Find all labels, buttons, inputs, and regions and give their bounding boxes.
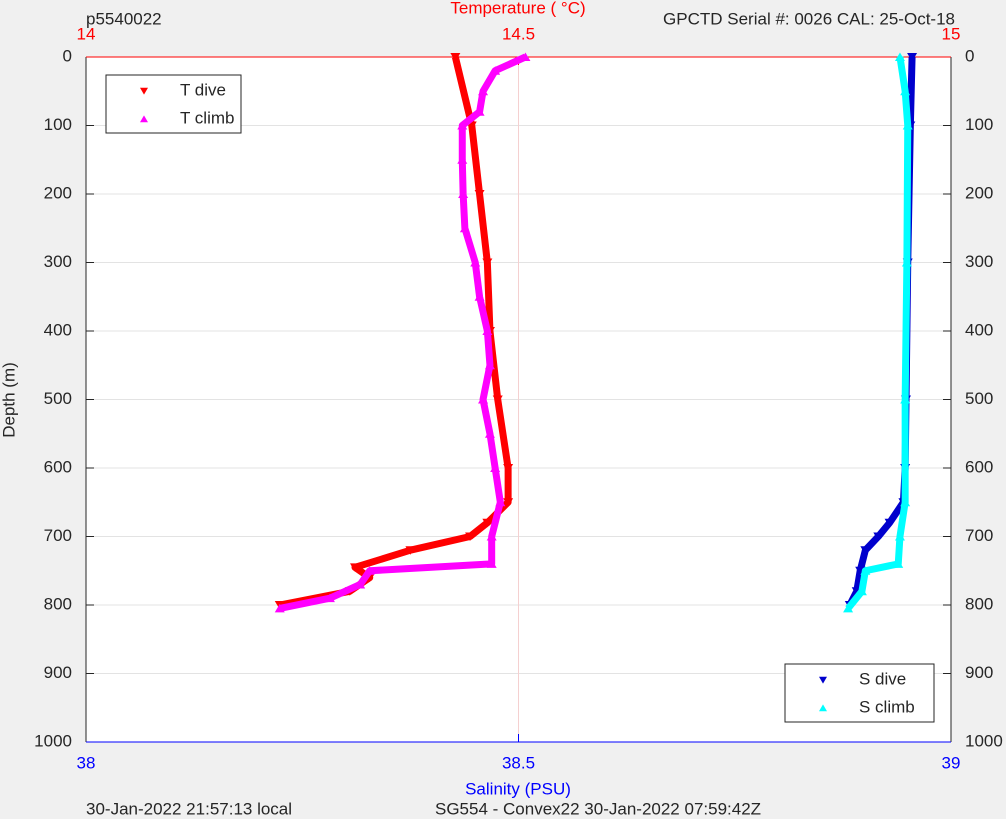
top-right-label: GPCTD Serial #: 0026 CAL: 25-Oct-18	[663, 9, 955, 28]
y-tick-label: 600	[44, 457, 72, 476]
y-axis-label: Depth (m)	[0, 362, 18, 438]
legend-marker	[140, 87, 148, 95]
marker	[486, 559, 497, 568]
y2-tick-label: 400	[965, 320, 993, 339]
legend-label: T dive	[180, 80, 226, 99]
y-tick-label: 900	[44, 663, 72, 682]
y-tick-label: 200	[44, 183, 72, 202]
y-tick-label: 300	[44, 252, 72, 271]
y2-tick-label: 800	[965, 594, 993, 613]
y2-tick-label: 300	[965, 252, 993, 271]
marker	[482, 258, 493, 267]
legend-box	[784, 663, 935, 723]
marker	[860, 546, 871, 555]
y2-tick-label: 0	[965, 46, 974, 65]
top-axis-label: Temperature ( °C)	[450, 0, 585, 17]
marker	[900, 86, 911, 96]
marker	[900, 395, 911, 404]
series-trace	[279, 53, 527, 612]
marker	[474, 292, 485, 301]
top-left-label: p5540022	[86, 9, 162, 28]
marker	[484, 429, 495, 438]
x-tick-label: 38	[77, 753, 96, 772]
marker	[478, 86, 489, 96]
marker	[324, 593, 335, 603]
x-tick-label: 39	[942, 753, 961, 772]
marker	[884, 518, 895, 528]
marker	[457, 121, 468, 130]
marker	[894, 52, 905, 61]
legend-marker	[819, 704, 827, 712]
y-tick-label: 400	[44, 320, 72, 339]
legend-marker	[819, 676, 827, 684]
marker	[364, 566, 375, 575]
marker	[474, 107, 485, 116]
marker	[482, 326, 493, 335]
marker	[490, 66, 501, 75]
marker	[450, 53, 461, 62]
marker	[902, 121, 913, 130]
marker	[274, 603, 285, 613]
y-tick-label: 500	[44, 389, 72, 408]
legend-label: S climb	[859, 697, 915, 716]
marker	[495, 497, 506, 507]
marker	[355, 579, 366, 589]
bottom-axis-label: Salinity (PSU)	[465, 779, 571, 798]
x2-tick-label: 15	[942, 24, 961, 43]
footer-right: SG554 - Convex22 30-Jan-2022 07:59:42Z	[435, 799, 761, 818]
marker	[458, 189, 469, 198]
marker	[860, 566, 871, 575]
marker	[459, 223, 470, 233]
marker	[465, 532, 476, 541]
x2-tick-label: 14	[77, 24, 96, 43]
marker	[484, 360, 495, 370]
marker	[405, 546, 416, 555]
footer-left: 30-Jan-2022 21:57:13 local	[86, 799, 292, 818]
x-tick-label: 38.5	[502, 753, 535, 772]
y-tick-label: 100	[44, 115, 72, 134]
legend-marker	[140, 115, 148, 123]
y2-tick-label: 1000	[965, 731, 1003, 750]
legend-label: S dive	[859, 669, 906, 688]
marker	[474, 190, 485, 199]
legend-box	[105, 74, 242, 134]
x2-tick-label: 14.5	[502, 24, 535, 43]
marker	[492, 395, 503, 404]
marker	[901, 258, 912, 267]
y-tick-label: 700	[44, 526, 72, 545]
y-tick-label: 800	[44, 594, 72, 613]
marker	[873, 532, 884, 541]
legend-label: T climb	[180, 108, 234, 127]
marker	[893, 559, 904, 568]
y2-tick-label: 200	[965, 183, 993, 202]
marker	[503, 464, 514, 473]
y2-tick-label: 500	[965, 389, 993, 408]
y2-tick-label: 700	[965, 526, 993, 545]
y2-tick-label: 600	[965, 457, 993, 476]
marker	[350, 563, 361, 572]
marker	[503, 498, 514, 507]
y-tick-label: 1000	[34, 731, 72, 750]
y-tick-label: 0	[63, 46, 72, 65]
marker	[470, 258, 481, 267]
marker	[900, 497, 911, 507]
marker	[907, 53, 918, 62]
marker	[478, 395, 489, 404]
marker	[843, 603, 854, 613]
marker	[482, 518, 493, 528]
marker	[856, 586, 867, 596]
marker	[457, 155, 468, 164]
marker	[490, 463, 501, 472]
marker	[486, 532, 497, 541]
marker	[520, 52, 531, 61]
y2-tick-label: 900	[965, 663, 993, 682]
y2-tick-label: 100	[965, 115, 993, 134]
marker	[894, 532, 905, 541]
